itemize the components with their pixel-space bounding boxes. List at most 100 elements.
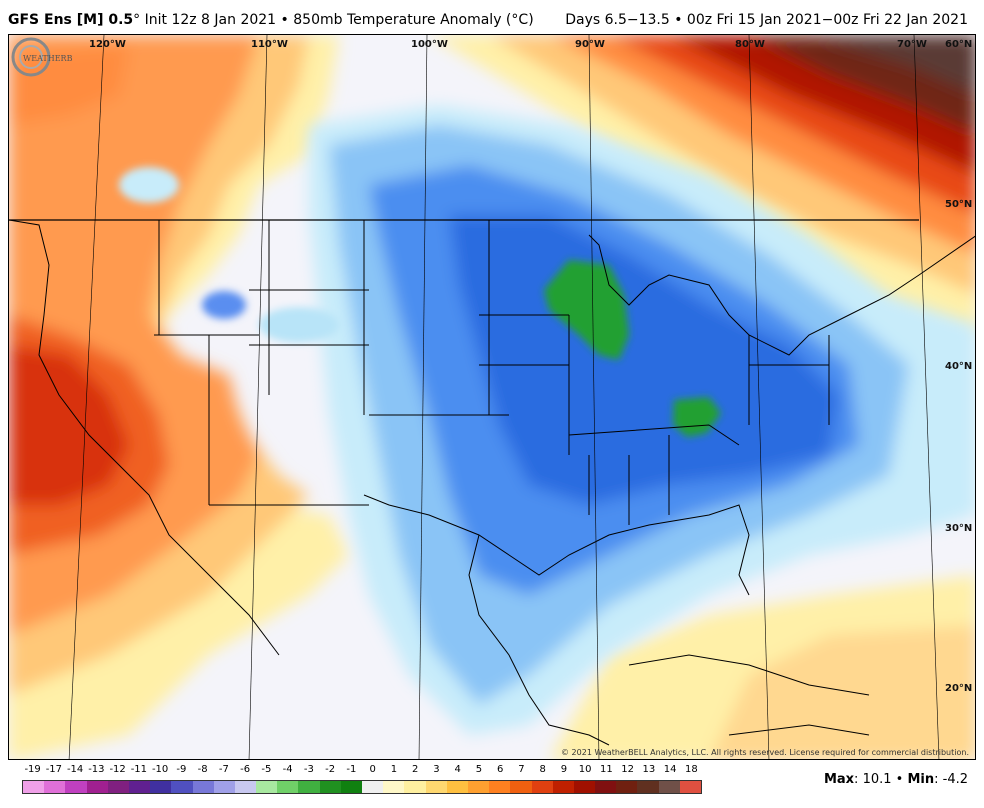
warm-anomaly-west [9,35,349,759]
init-time: Init 12z 8 Jan 2021 [144,12,277,28]
legend-tick-label: 6 [496,764,504,775]
chart-title: GFS Ens [M] 0.5° Init 12z 8 Jan 2021 • 8… [8,12,534,28]
legend-tick-label: 10 [578,764,592,775]
logo-text: WEATHERBELL [23,54,73,63]
valid-period: Days 6.5−13.5 • 00z Fri 15 Jan 2021−00z … [565,12,968,28]
legend-tick-label: -13 [88,764,105,775]
legend-swatch [616,781,638,793]
legend-swatch [340,781,362,793]
legend-tick-label: -3 [303,764,314,775]
lon-label: 120°W [89,39,126,50]
max-value: 10.1 [862,772,892,787]
lon-label: 70°W [897,39,927,50]
legend-tick-label: 13 [642,764,656,775]
legend-tick-label: 5 [475,764,483,775]
lon-label: 90°W [575,39,605,50]
field-unit: C [518,12,529,28]
legend-tick-label: -14 [66,764,84,775]
warm-anomaly-caribbean [550,575,975,759]
legend-swatch [192,781,214,793]
legend-swatch [467,781,490,793]
legend-swatch [128,781,151,793]
legend-swatch [679,781,701,793]
weatherbell-logo: WEATHERBELL [11,37,73,77]
legend-swatch [65,781,87,793]
legend-tick-label: -4 [282,764,293,775]
legend-tick-label: -1 [346,764,357,775]
min-value: -4.2 [942,772,968,787]
color-legend: -19 -17 -14 -13 -12 -11 -10 -9 -8 -7 -6 -5 -4 -3 -2 -1 0… [22,764,702,804]
lon-label: 100°W [411,39,448,50]
legend-swatch [404,781,426,793]
legend-tick-label: -5 [261,764,272,775]
legend-tick-label: -8 [197,764,208,775]
legend-swatch [44,781,66,793]
legend-swatch [531,781,553,793]
legend-tick-label: 1 [390,764,398,775]
legend-swatch [658,781,680,793]
degree-mark: ° [133,12,141,28]
lat-label: 40°N [945,361,973,372]
legend-tick-label: -19 [24,764,41,775]
legend-swatch [86,781,108,793]
legend-tick-label: 11 [600,764,613,775]
legend-tick-label: 14 [663,764,677,775]
legend-labels: -19 -17 -14 -13 -12 -11 -10 -9 -8 -7 -6 -5 -4 -3 -2 -1 0… [22,764,702,780]
model-name: GFS Ens [M] 0.5 [8,12,134,28]
legend-swatch [510,781,532,793]
legend-color-bar [22,780,702,794]
min-label: Min [907,772,935,787]
cold-spots-west [119,167,339,343]
map-canvas [9,35,975,759]
legend-tick-label: 2 [411,764,419,775]
map-borders [9,219,975,746]
max-min-stats: Max: 10.1 • Min: -4.2 [823,772,968,787]
legend-swatch [213,781,235,793]
legend-tick-label: -11 [130,764,148,775]
legend-swatch [171,781,193,793]
legend-swatch [107,781,129,793]
legend-tick-label: -7 [218,764,229,775]
legend-swatch [446,781,468,793]
legend-swatch [234,781,257,793]
legend-tick-label: -10 [151,764,169,775]
legend-tick-label: 8 [539,764,546,775]
legend-swatch [595,781,617,793]
legend-tick-label: 7 [518,764,525,775]
legend-tick-label: 4 [454,764,461,775]
legend-swatch [298,781,320,793]
legend-tick-label: 0 [369,764,376,775]
graticule [68,35,940,759]
lat-label: 30°N [945,523,973,534]
legend-swatch [362,781,384,793]
lat-label: 60°N [945,39,973,50]
legend-tick-label: 9 [560,764,568,775]
legend-swatch [489,781,511,793]
legend-swatch [256,781,278,793]
legend-tick-label: 12 [621,764,634,775]
copyright-notice: © 2021 WeatherBELL Analytics, LLC. All r… [561,748,969,757]
lat-label: 20°N [945,683,973,694]
legend-swatch [150,781,172,793]
legend-tick-label: -6 [240,764,251,775]
header: GFS Ens [M] 0.5° Init 12z 8 Jan 2021 • 8… [0,0,984,34]
field-name: 850mb Temperature Anomaly ( [293,12,512,28]
legend-tick-label: -12 [109,764,126,775]
legend-swatch [319,781,341,793]
anomaly-map: 120°W 110°W 100°W 90°W 80°W 70°W 60°N 50… [8,34,976,760]
legend-swatch [552,781,574,793]
max-label: Max [823,772,855,787]
legend-tick-label: -17 [45,764,63,775]
legend-swatch [277,781,299,793]
lon-label: 110°W [251,39,288,50]
lon-label: 80°W [735,39,765,50]
legend-swatch [383,781,405,793]
legend-swatch [637,781,659,793]
legend-swatch [573,781,596,793]
legend-tick-label: 18 [685,764,698,775]
lat-label: 50°N [945,199,973,210]
legend-tick-label: -2 [325,764,336,775]
legend-tick-label: 3 [433,764,440,775]
legend-swatch [23,781,45,793]
legend-swatch [425,781,447,793]
